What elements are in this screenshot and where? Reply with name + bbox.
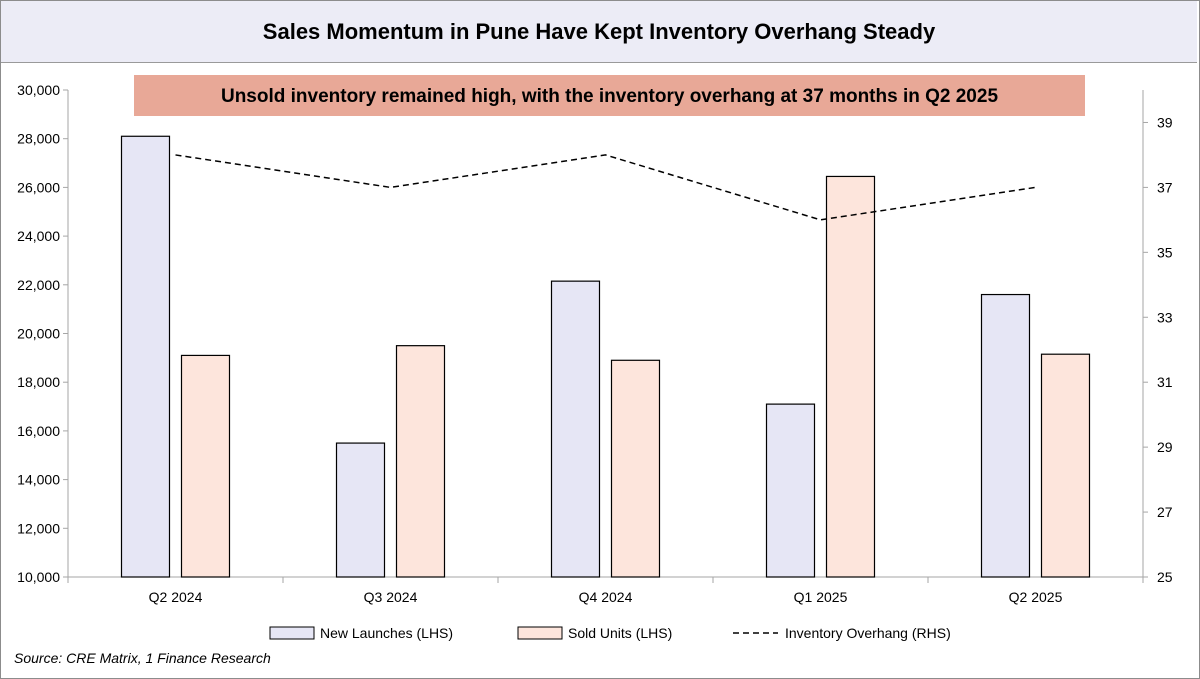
right-tick-label: 33 [1157,309,1173,325]
bar-sold-units [825,175,876,578]
left-tick-label: 10,000 [17,569,60,585]
legend-label-new-launches: New Launches (LHS) [320,625,453,641]
x-tick-label: Q3 2024 [364,589,418,605]
bar-sold-units [395,345,446,578]
right-tick-label: 25 [1157,569,1173,585]
bar-sold-units [180,354,231,578]
legend-label-overhang: Inventory Overhang (RHS) [785,625,951,641]
left-tick-label: 28,000 [17,131,60,147]
overhang-line [175,154,1036,221]
right-tick-label: 29 [1157,439,1173,455]
left-tick-label: 18,000 [17,374,60,390]
right-tick-label: 27 [1157,504,1173,520]
annotation-text: Unsold inventory remained high, with the… [221,86,998,107]
x-tick-label: Q1 2025 [794,589,848,605]
left-tick-label: 30,000 [17,82,60,98]
left-tick-label: 24,000 [17,228,60,244]
bar-sold-units [1040,353,1091,578]
annotation: Unsold inventory remained high, with the… [134,75,1085,116]
bar-sold-units [610,359,661,578]
left-tick-label: 12,000 [17,520,60,536]
x-tick-label: Q4 2024 [579,589,633,605]
right-tick-label: 39 [1157,114,1173,130]
source-note: Source: CRE Matrix, 1 Finance Research [14,650,271,666]
annotation-box [134,75,1085,116]
legend-swatch-sold-units [517,626,563,640]
overhang-series-line [175,154,1036,221]
left-tick-label: 20,000 [17,326,60,342]
right-tick-label: 35 [1157,244,1173,260]
bar-new-launches [550,280,601,578]
bar-new-launches [765,403,816,578]
left-tick-label: 14,000 [17,472,60,488]
bars [120,135,1091,578]
left-tick-label: 22,000 [17,277,60,293]
left-tick-label: 16,000 [17,423,60,439]
legend-swatch-new-launches [269,626,315,640]
bar-new-launches [120,135,171,578]
x-tick-label: Q2 2024 [149,589,203,605]
legend: New Launches (LHS) Sold Units (LHS) Invent… [269,625,951,641]
x-tick-label: Q2 2025 [1009,589,1063,605]
right-tick-label: 31 [1157,374,1173,390]
chart-title: Sales Momentum in Pune Have Kept Invento… [1,1,1197,63]
axes: 10,000 12,000 14,000 16,000 18,000 20,000 22,0… [17,82,1173,605]
legend-label-sold-units: Sold Units (LHS) [568,625,672,641]
left-tick-label: 26,000 [17,179,60,195]
bar-new-launches [335,442,386,578]
right-tick-label: 37 [1157,179,1173,195]
bar-new-launches [980,293,1031,578]
